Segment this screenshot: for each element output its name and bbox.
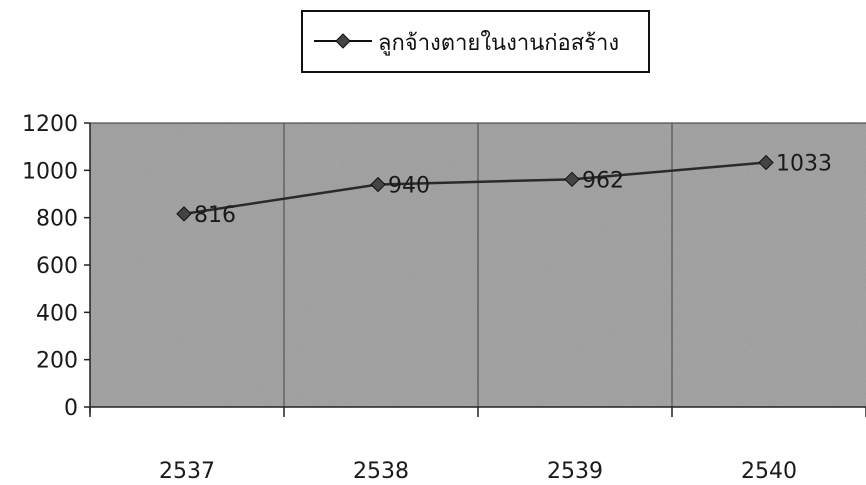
x-tick-label: 2538: [353, 459, 409, 484]
data-point-marker: [564, 171, 580, 188]
y-axis-labels: 0 200 400 600 800 1000 1200: [22, 112, 78, 421]
data-labels: 816 940 962 1033: [194, 152, 832, 228]
axes: [84, 122, 866, 417]
series-polyline: [183, 161, 767, 216]
data-point-marker: [758, 154, 774, 171]
x-tick-label: 2540: [741, 459, 797, 484]
x-axis-labels: 2537 2538 2539 2540: [159, 459, 797, 484]
legend-label: ลูกจ้างตายในงานก่อสร้าง: [378, 30, 619, 56]
data-label: 962: [582, 168, 624, 193]
data-label: 1033: [776, 152, 832, 177]
data-label: 816: [194, 203, 236, 228]
legend: ลูกจ้างตายในงานก่อสร้าง: [301, 10, 650, 73]
x-tick-label: 2537: [159, 459, 215, 484]
y-tick-label: 1000: [22, 159, 78, 184]
x-tick-label: 2539: [547, 459, 603, 484]
data-point-marker: [370, 176, 386, 193]
y-tick-label: 800: [36, 207, 78, 232]
y-tick-label: 600: [36, 254, 78, 279]
y-tick-label: 200: [36, 349, 78, 374]
y-tick-label: 1200: [22, 112, 78, 137]
y-tick-label: 0: [64, 396, 78, 421]
data-point-marker: [176, 206, 192, 222]
series-line: [176, 154, 774, 222]
data-label: 940: [388, 174, 430, 199]
legend-marker-sample: [335, 33, 351, 49]
y-tick-label: 400: [36, 301, 78, 326]
